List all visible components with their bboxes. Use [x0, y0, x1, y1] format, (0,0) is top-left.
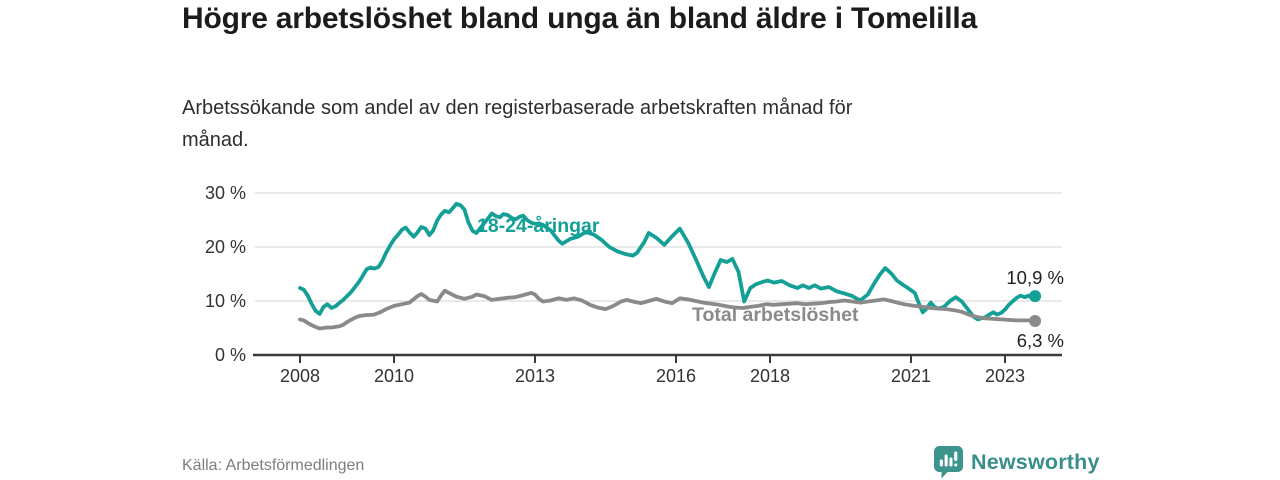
x-axis-label-2021: 2021 — [890, 366, 932, 386]
chart-subtitle: Arbetssökande som andel av den registerb… — [182, 97, 853, 151]
end-dot-total — [1029, 314, 1042, 327]
series-line-total — [298, 288, 1037, 331]
x-axis-label-2008: 2008 — [279, 366, 321, 386]
end-dot-youth — [1029, 290, 1042, 303]
y-axis-label-0: 0 % — [214, 345, 246, 365]
newsworthy-logo[interactable]: Newsworthy — [933, 445, 1100, 479]
series-label-youth: 18-24-åringar — [477, 215, 600, 237]
brand-name: Newsworthy — [971, 449, 1100, 474]
bar-chart-speech-bubble-icon — [934, 446, 963, 479]
source-note: Källa: Arbetsförmedlingen — [182, 457, 365, 474]
y-axis-label-30: 30 % — [204, 183, 246, 203]
x-axis-label-2010: 2010 — [373, 366, 415, 386]
series-label-total: Total arbetslöshet — [692, 304, 859, 326]
x-axis-label-2016: 2016 — [655, 366, 697, 386]
series-line-youth — [298, 201, 1037, 322]
x-axis-label-2013: 2013 — [514, 366, 556, 386]
x-axis-label-2018: 2018 — [749, 366, 791, 386]
chart-title: Högre arbetslöshet bland unga än bland ä… — [182, 2, 978, 35]
end-value-youth: 10,9 % — [1006, 267, 1064, 289]
x-axis-label-2023: 2023 — [984, 366, 1026, 386]
end-value-total: 6,3 % — [1016, 329, 1064, 351]
y-axis-label-20: 20 % — [204, 237, 246, 257]
y-axis-label-10: 10 % — [204, 291, 246, 311]
